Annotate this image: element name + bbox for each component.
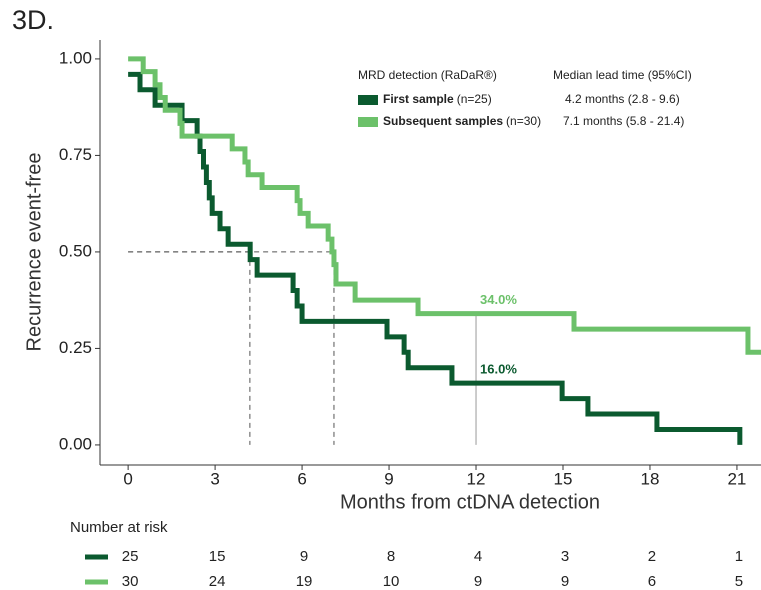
y-tick-label: 0.50 xyxy=(59,241,92,260)
risk-table-title: Number at risk xyxy=(70,519,168,536)
risk-count: 25 xyxy=(122,548,139,565)
legend-lead-time: 7.1 months (5.8 - 21.4) xyxy=(563,114,684,128)
legend-title: MRD detection (RaDaR®) xyxy=(358,68,497,82)
legend-label: First sample (n=25) xyxy=(383,92,492,106)
x-tick-label: 9 xyxy=(384,469,393,488)
risk-count: 3 xyxy=(561,548,569,565)
legend-name: First sample xyxy=(383,92,454,106)
risk-count: 5 xyxy=(735,573,743,590)
annotation: 16.0% xyxy=(480,362,517,377)
x-tick-label: 3 xyxy=(210,469,219,488)
risk-count: 19 xyxy=(296,573,313,590)
x-tick-label: 18 xyxy=(641,469,660,488)
risk-count: 24 xyxy=(209,573,226,590)
x-tick-label: 0 xyxy=(123,469,132,488)
y-tick-label: 0.75 xyxy=(59,145,92,164)
risk-count: 9 xyxy=(561,573,569,590)
risk-count: 1 xyxy=(735,548,743,565)
risk-count: 30 xyxy=(122,573,139,590)
x-tick-label: 12 xyxy=(467,469,486,488)
legend-label: Subsequent samples (n=30) xyxy=(383,114,541,128)
legend-lead-time: 4.2 months (2.8 - 9.6) xyxy=(565,92,680,106)
y-tick-label: 1.00 xyxy=(59,48,92,67)
risk-count: 9 xyxy=(300,548,308,565)
y-tick-label: 0.25 xyxy=(59,338,92,357)
x-tick-label: 15 xyxy=(554,469,573,488)
risk-count: 9 xyxy=(474,573,482,590)
y-axis-label: Recurrence event-free xyxy=(23,153,45,352)
y-tick-label: 0.00 xyxy=(59,434,92,453)
chart-title: 3D. xyxy=(12,5,54,35)
survival-curve xyxy=(128,56,761,355)
survival-curve xyxy=(128,71,743,445)
legend-title-right: Median lead time (95%CI) xyxy=(553,68,692,82)
legend-n: (n=30) xyxy=(506,114,541,128)
legend-swatch xyxy=(358,95,378,105)
legend-swatch xyxy=(358,117,378,127)
risk-count: 15 xyxy=(209,548,226,565)
risk-count: 10 xyxy=(383,573,400,590)
risk-count: 4 xyxy=(474,548,482,565)
annotation: 34.0% xyxy=(480,292,517,307)
x-axis-label: Months from ctDNA detection xyxy=(340,491,600,513)
risk-count: 8 xyxy=(387,548,395,565)
x-tick-label: 6 xyxy=(297,469,306,488)
risk-count: 2 xyxy=(648,548,656,565)
risk-count: 6 xyxy=(648,573,656,590)
x-tick-label: 21 xyxy=(727,469,746,488)
legend-n: (n=25) xyxy=(457,92,492,106)
legend-name: Subsequent samples xyxy=(383,114,503,128)
